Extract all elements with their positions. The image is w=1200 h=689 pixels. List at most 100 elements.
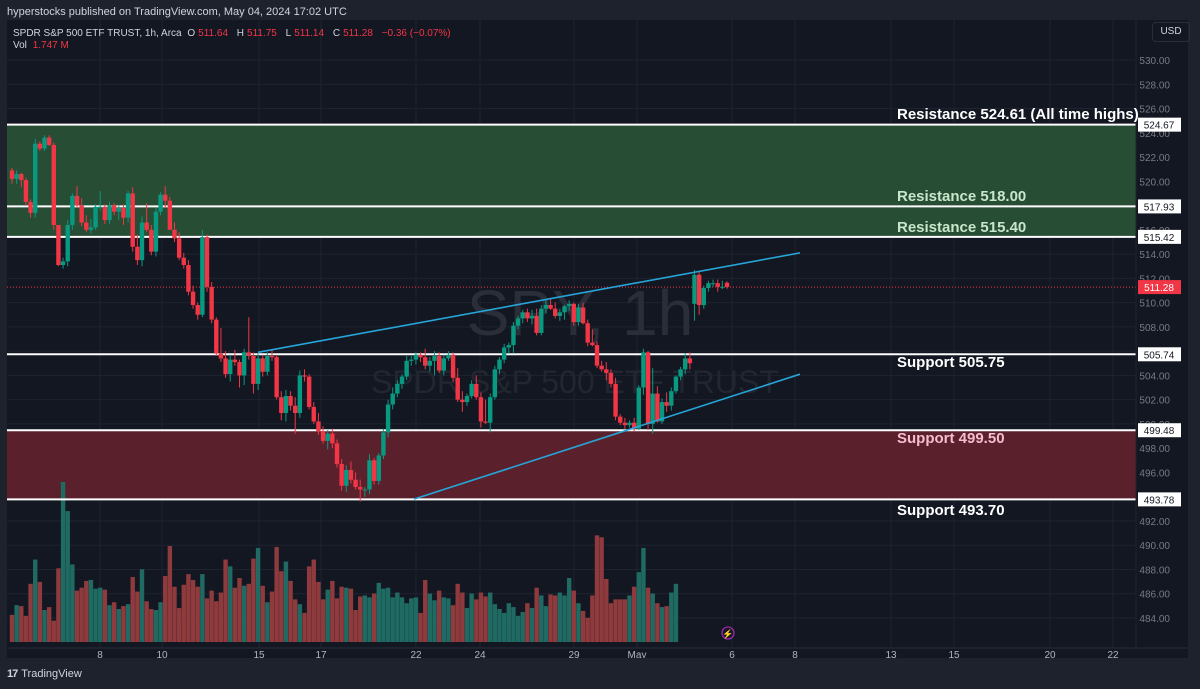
- price-tick: 528.00: [1139, 80, 1170, 91]
- volume-value: 1.747 M: [32, 40, 69, 51]
- symbol-name[interactable]: SPDR S&P 500 ETF TRUST, 1h, Arca: [13, 28, 182, 39]
- candle-body: [706, 283, 711, 289]
- volume-bar: [102, 589, 108, 642]
- symbol-legend: SPDR S&P 500 ETF TRUST, 1h, Arca O 511.64…: [13, 28, 454, 52]
- annotation-label[interactable]: Resistance 515.40: [897, 219, 1027, 237]
- volume-bar: [622, 599, 628, 642]
- candle-body: [172, 229, 177, 239]
- candle-body: [659, 402, 665, 422]
- candle-body: [28, 201, 33, 213]
- volume-bar: [395, 592, 400, 642]
- price-tick: 512.00: [1139, 274, 1170, 285]
- volume-bar: [172, 586, 177, 642]
- candle-body: [56, 224, 61, 266]
- annotation-label[interactable]: Support 493.70: [897, 502, 1005, 520]
- annotation-label[interactable]: Resistance 524.61 (All time highs): [897, 106, 1139, 124]
- volume-bar: [594, 535, 600, 642]
- candle-body: [385, 404, 391, 433]
- time-tick: 22: [1107, 650, 1119, 658]
- price-tick: 522.00: [1139, 153, 1170, 164]
- time-tick: May: [628, 650, 647, 658]
- volume-bar: [311, 559, 316, 642]
- volume-bar: [125, 604, 131, 642]
- candle-body: [636, 387, 641, 429]
- candle-body: [195, 305, 200, 315]
- candle-body: [585, 323, 590, 343]
- volume-row: Vol 1.747 M: [13, 40, 454, 52]
- volume-bar: [19, 606, 24, 642]
- candle-body: [474, 383, 479, 398]
- volume-bar: [79, 587, 84, 642]
- currency-button[interactable]: USD: [1152, 22, 1190, 42]
- trendline-lower-channel: [413, 373, 801, 500]
- volume-bar: [529, 608, 535, 642]
- annotation-label[interactable]: Resistance 518.00: [897, 187, 1027, 205]
- candle-body: [111, 205, 117, 212]
- candle-body: [450, 354, 456, 378]
- candle-body: [557, 312, 563, 316]
- price-label-box: [1138, 280, 1181, 295]
- candle-body: [358, 486, 363, 490]
- price-label-box: [1138, 492, 1181, 507]
- candle-body: [223, 358, 228, 375]
- candle-body: [418, 354, 423, 358]
- volume-bar: [599, 537, 604, 642]
- candle-body: [74, 195, 80, 206]
- candle-body: [190, 291, 196, 306]
- time-tick: 15: [948, 650, 960, 658]
- volume-bar: [483, 596, 488, 642]
- volume-bar: [492, 604, 498, 642]
- candle-body: [553, 308, 558, 316]
- volume-bar: [223, 559, 228, 642]
- candle-body: [520, 312, 525, 319]
- volume-bar: [371, 593, 377, 642]
- volume-bar: [186, 574, 191, 642]
- volume-bar: [464, 608, 470, 642]
- candle-body: [497, 359, 502, 370]
- volume-bar: [93, 588, 98, 642]
- candle-body: [525, 312, 530, 319]
- volume-bar: [501, 612, 507, 642]
- candle-body: [23, 180, 29, 202]
- volume-bar: [33, 559, 38, 642]
- volume-bar: [255, 547, 261, 642]
- time-tick: 8: [792, 650, 798, 658]
- volume-bar: [302, 612, 307, 642]
- candle-body: [548, 305, 553, 309]
- candle-body: [107, 205, 112, 221]
- candle-body: [9, 170, 15, 179]
- candle-body: [283, 396, 289, 413]
- volume-bar: [176, 608, 182, 642]
- publisher-line: hyperstocks published on TradingView.com…: [7, 6, 347, 18]
- volume-bar: [325, 589, 330, 642]
- candle-body: [269, 355, 275, 358]
- chart-area[interactable]: SPY, 1h SPDR S&P 500 ETF TRUST ⚡ 484.00 486.…: [7, 20, 1188, 658]
- candle-body: [409, 359, 414, 361]
- candle-body: [469, 383, 474, 397]
- annotation-label[interactable]: Support 499.50: [897, 429, 1005, 447]
- volume-bar: [566, 578, 572, 642]
- candle-body: [446, 354, 451, 359]
- volume-bar: [9, 614, 15, 642]
- volume-bar: [111, 602, 117, 642]
- candle-body: [214, 319, 219, 354]
- candle-body: [423, 357, 428, 366]
- candle-body: [715, 283, 720, 287]
- candle-body: [515, 318, 521, 326]
- brand-name[interactable]: TradingView: [21, 668, 82, 680]
- annotation-label[interactable]: Support 505.75: [897, 354, 1005, 372]
- candle-body: [60, 261, 66, 266]
- candle-body: [330, 433, 335, 444]
- candle-body: [483, 421, 488, 423]
- volume-bar: [608, 603, 614, 642]
- volume-bar: [163, 576, 168, 642]
- volume-bar: [390, 597, 395, 642]
- volume-bar: [153, 610, 159, 642]
- candle-body: [511, 325, 516, 346]
- trendline-upper-channel: [257, 252, 801, 354]
- volume-bar: [441, 597, 446, 642]
- candle-body: [599, 365, 604, 370]
- tradingview-logo-icon[interactable]: 17: [7, 668, 18, 680]
- volume-bar: [376, 582, 381, 642]
